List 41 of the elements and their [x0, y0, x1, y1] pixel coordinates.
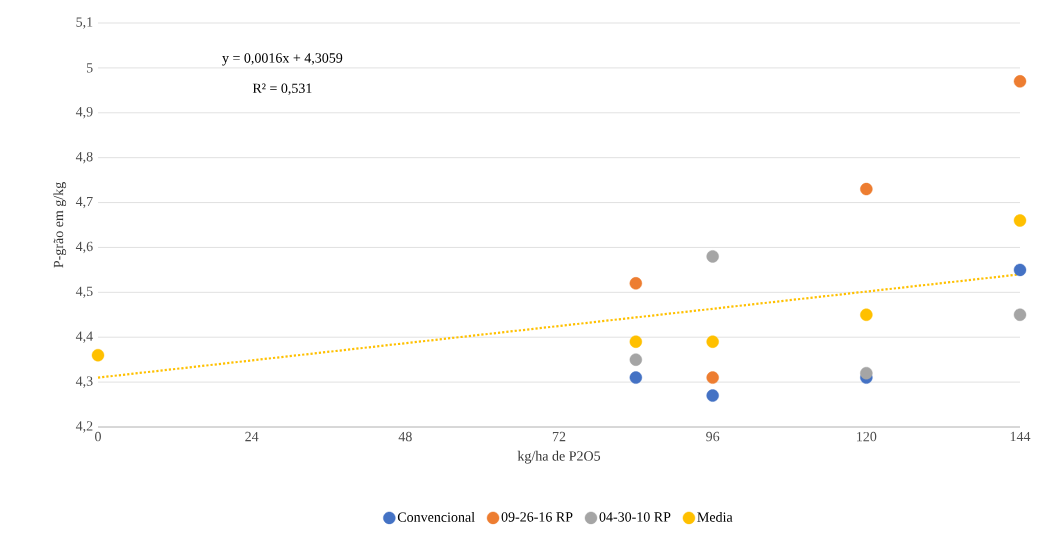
point: [1013, 308, 1027, 321]
point: [1013, 263, 1027, 277]
annotation: R² = 0,531: [252, 83, 312, 95]
annotation: y = 0,0016x + 4,3059: [222, 53, 343, 66]
point: [706, 250, 719, 263]
point: [629, 335, 643, 348]
point: [706, 389, 719, 402]
x-tick-label: 48: [398, 431, 412, 442]
x-tick-label: 72: [552, 431, 566, 442]
x-tick-label: 0: [95, 431, 101, 442]
y-tick-label: 5,1: [76, 17, 93, 29]
x-tick-label: 120: [857, 431, 877, 442]
x-axis-title: kg/ha de P2O5: [517, 450, 601, 464]
point: [706, 335, 719, 348]
legend-label: 09-26-16 RP: [501, 512, 573, 522]
y-tick-label: 4,6: [75, 241, 93, 254]
point: [860, 366, 873, 380]
legend-label: 04-30-10 RP: [599, 512, 671, 522]
y-tick-label: 4,2: [75, 421, 93, 433]
y-tick-label: 4,9: [75, 107, 93, 119]
point: [860, 182, 873, 196]
y-tick-label: 4,3: [75, 376, 93, 388]
y-tick-label: 4,8: [75, 151, 93, 164]
y-tick-label: 4,5: [75, 286, 93, 299]
legend-label: Convencional: [397, 511, 475, 522]
point: [860, 308, 873, 321]
x-tick-label: 144: [1010, 431, 1031, 442]
y-axis-title: P-grão em g/kg: [53, 182, 67, 268]
point: [629, 277, 643, 290]
point: [1013, 75, 1027, 88]
point: [91, 348, 105, 362]
point: [1013, 214, 1027, 227]
y-tick-label: 4,7: [75, 196, 93, 209]
x-tick-label: 24: [245, 431, 259, 442]
point: [629, 371, 643, 384]
x-tick-label: 96: [706, 431, 720, 442]
legend-label: Media: [697, 511, 733, 522]
y-tick-label: 5: [86, 63, 93, 73]
y-tick-label: 4,4: [75, 331, 93, 343]
point: [706, 371, 719, 384]
point: [629, 353, 643, 366]
